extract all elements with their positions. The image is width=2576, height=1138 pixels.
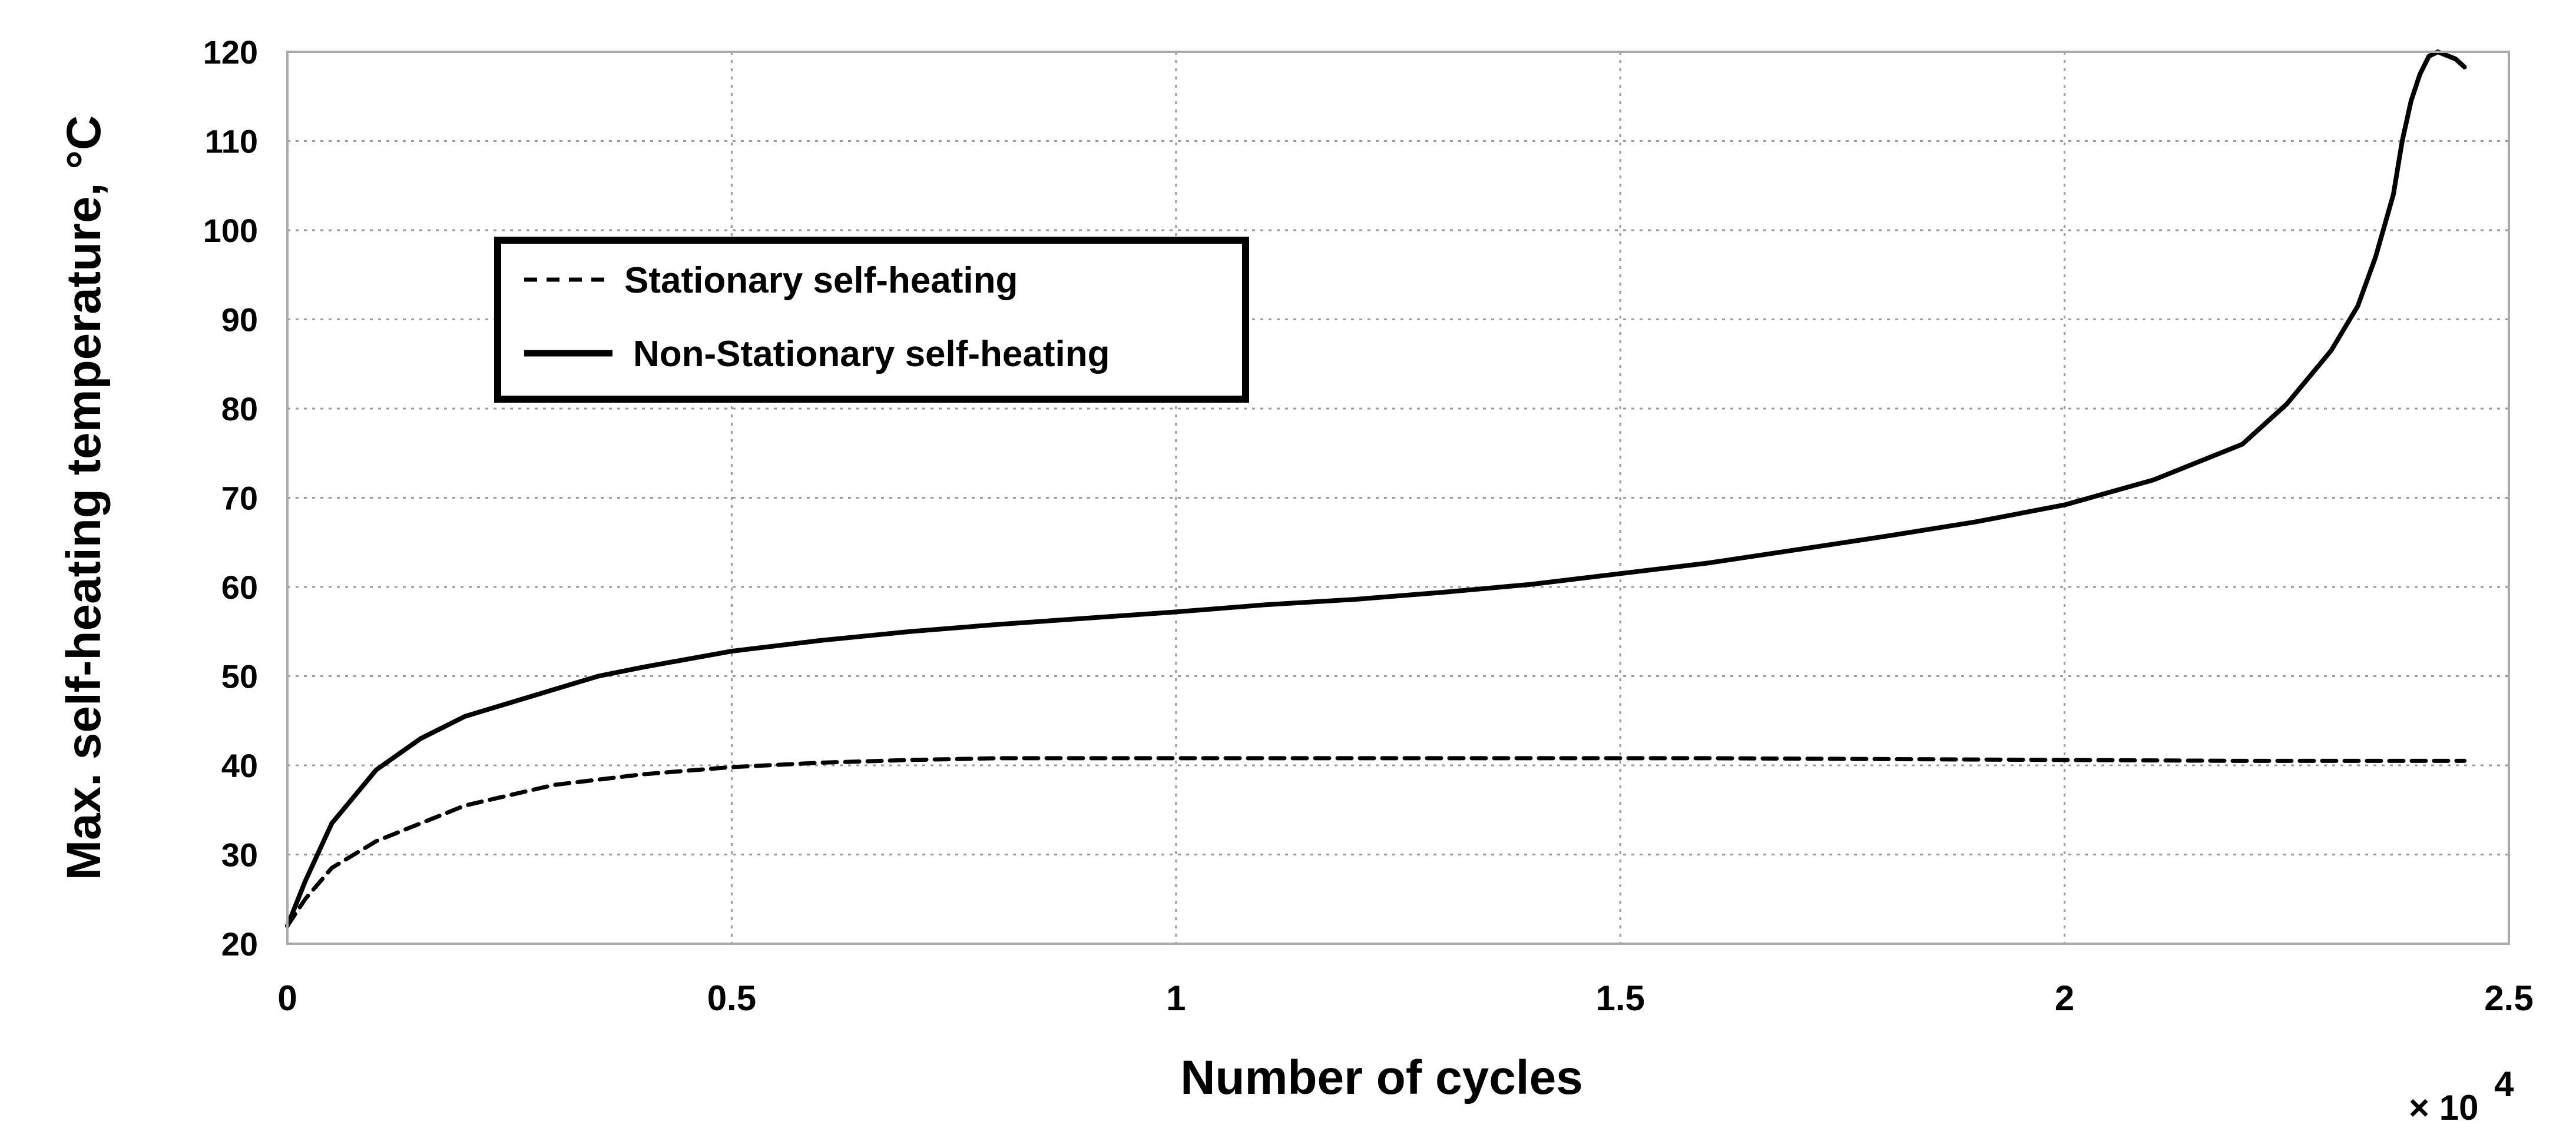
y-tick-label: 100 [203, 212, 258, 249]
legend-label-non-stationary: Non-Stationary self-heating [633, 334, 1110, 374]
x-tick-labels: 0 0.5 1 1.5 2 2.5 [277, 978, 2533, 1018]
x-axis-multiplier: × 10 4 [2409, 1064, 2514, 1127]
series-line-non-stationary [285, 49, 2467, 928]
y-tick-label: 70 [221, 480, 258, 517]
x-axis-multiplier-exponent: 4 [2494, 1064, 2514, 1104]
y-tick-label: 30 [221, 837, 258, 874]
y-axis-title: Max. self-heating temperature, °C [57, 115, 111, 881]
y-tick-label: 40 [221, 747, 258, 784]
y-tick-label: 60 [221, 569, 258, 606]
x-tick-label: 0.5 [707, 978, 756, 1018]
legend-label-stationary: Stationary self-heating [624, 260, 1018, 301]
x-axis-title: Number of cycles [1180, 1051, 1583, 1104]
x-tick-label: 0 [277, 978, 297, 1018]
x-tick-label: 2.5 [2484, 978, 2533, 1018]
plot-frame [286, 51, 2510, 945]
x-tick-label: 1 [1166, 978, 1186, 1018]
y-tick-labels: 20 30 40 50 60 70 80 90 100 110 120 [203, 34, 258, 963]
y-tick-label: 90 [221, 301, 258, 339]
series-layer [285, 49, 2467, 928]
y-tick-label: 110 [205, 123, 258, 160]
y-tick-label: 80 [221, 390, 258, 427]
x-axis-multiplier-base: × 10 [2409, 1088, 2478, 1127]
legend-box [494, 237, 1249, 403]
grid-lines [287, 52, 2509, 944]
x-tick-label: 1.5 [1595, 978, 1644, 1018]
y-tick-label: 120 [203, 34, 258, 71]
x-tick-label: 2 [2055, 978, 2074, 1018]
y-tick-label: 50 [221, 658, 258, 695]
legend: Stationary self-heating Non-Stationary s… [494, 237, 1249, 403]
series-line-stationary [285, 756, 2467, 928]
y-tick-label: 20 [221, 925, 258, 963]
